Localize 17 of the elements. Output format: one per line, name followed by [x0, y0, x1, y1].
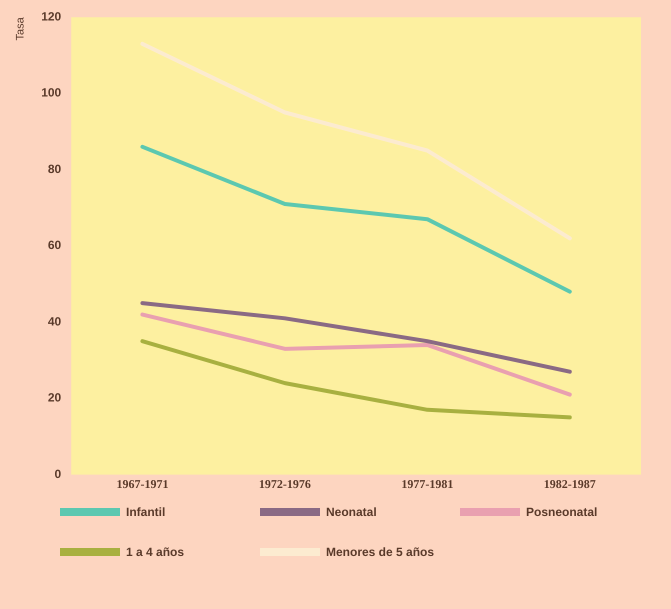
- x-tick-label: 1982-1987: [544, 476, 596, 491]
- y-axis-title: Tasa: [14, 16, 27, 40]
- x-tick-label: 1967-1971: [116, 476, 168, 491]
- legend-label: Menores de 5 años: [326, 545, 434, 559]
- legend-label: Infantil: [126, 505, 166, 519]
- y-tick-label: 120: [41, 10, 62, 24]
- y-tick-label: 20: [48, 390, 62, 405]
- y-tick-label: 40: [48, 314, 62, 328]
- x-tick-label: 1977-1981: [401, 476, 454, 491]
- legend-label: Neonatal: [326, 505, 377, 519]
- y-tick-label: 60: [48, 238, 62, 252]
- y-tick-label: 80: [48, 162, 62, 176]
- x-tick-label: 1972-1976: [258, 476, 311, 491]
- legend-label: 1 a 4 años: [126, 545, 184, 559]
- y-tick-label: 0: [54, 466, 62, 481]
- legend-label: Posneonatal: [526, 505, 598, 519]
- y-tick-label: 100: [41, 86, 62, 100]
